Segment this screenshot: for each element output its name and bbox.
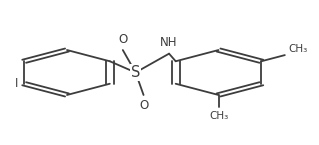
Text: O: O [139, 99, 148, 112]
Text: CH₃: CH₃ [209, 111, 228, 121]
Text: I: I [15, 77, 19, 90]
Text: CH₃: CH₃ [288, 44, 307, 54]
Text: S: S [131, 65, 140, 80]
Text: NH: NH [160, 36, 178, 49]
Text: O: O [118, 33, 127, 46]
